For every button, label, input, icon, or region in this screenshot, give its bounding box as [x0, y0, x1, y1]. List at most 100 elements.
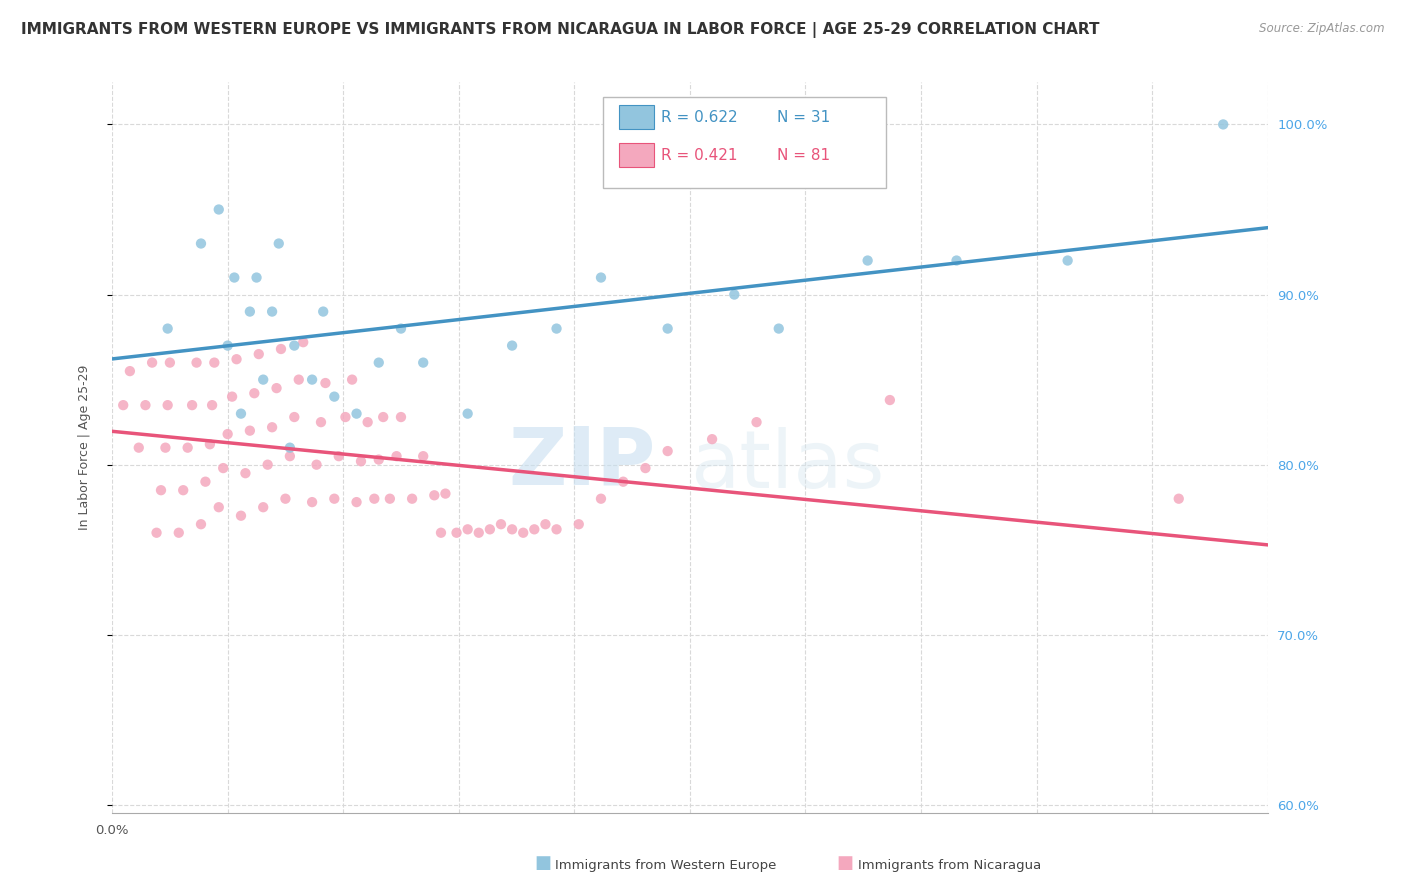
Point: [856, 253, 879, 268]
Point: [612, 475, 634, 489]
Point: [217, 338, 239, 352]
Point: [156, 398, 179, 412]
Point: [150, 483, 173, 498]
Point: [412, 449, 434, 463]
Point: [278, 449, 301, 463]
FancyBboxPatch shape: [620, 105, 654, 128]
Text: Immigrants from Nicaragua: Immigrants from Nicaragua: [858, 859, 1040, 872]
Point: [346, 495, 368, 509]
Point: [401, 491, 423, 506]
Point: [335, 410, 357, 425]
Point: [190, 517, 212, 532]
Point: [252, 500, 274, 515]
Point: [412, 356, 434, 370]
Point: [385, 449, 408, 463]
Point: [430, 525, 453, 540]
Point: [167, 525, 190, 540]
FancyBboxPatch shape: [620, 144, 654, 167]
Point: [501, 338, 523, 352]
Point: [945, 253, 967, 268]
Point: [546, 321, 568, 335]
Point: [512, 525, 534, 540]
Point: [186, 356, 208, 370]
Point: [181, 398, 204, 412]
Point: [501, 522, 523, 536]
Point: [446, 525, 468, 540]
Point: [235, 466, 257, 480]
Point: [523, 522, 546, 536]
Point: [229, 407, 252, 421]
Point: [323, 390, 346, 404]
Point: [350, 454, 373, 468]
Point: [190, 236, 212, 251]
Point: [568, 517, 591, 532]
Point: [589, 491, 612, 506]
Text: atlas: atlas: [690, 427, 884, 505]
Text: R = 0.622: R = 0.622: [661, 110, 738, 125]
Point: [172, 483, 194, 498]
Point: [283, 338, 305, 352]
Point: [634, 461, 657, 475]
Point: [267, 236, 290, 251]
Point: [478, 522, 501, 536]
Point: [212, 461, 235, 475]
Point: [534, 517, 557, 532]
Point: [356, 415, 378, 429]
Point: [546, 522, 568, 536]
Point: [176, 441, 198, 455]
Point: [239, 424, 262, 438]
Point: [378, 491, 401, 506]
Point: [194, 475, 217, 489]
Point: [340, 373, 363, 387]
Point: [768, 321, 790, 335]
Point: [202, 356, 225, 370]
Point: [156, 321, 179, 335]
Point: [489, 517, 512, 532]
Point: [657, 444, 679, 458]
Point: [657, 321, 679, 335]
Point: [305, 458, 328, 472]
Point: [457, 522, 479, 536]
Point: [118, 364, 141, 378]
Point: [1056, 253, 1078, 268]
Point: [346, 407, 368, 421]
Point: [457, 407, 479, 421]
Point: [141, 356, 163, 370]
Point: [301, 495, 323, 509]
Point: [309, 415, 332, 429]
Point: [589, 270, 612, 285]
Point: [283, 410, 305, 425]
Point: [373, 410, 395, 425]
Point: [134, 398, 156, 412]
Point: [328, 449, 350, 463]
Point: [208, 202, 231, 217]
Point: [262, 420, 284, 434]
Point: [270, 342, 292, 356]
Point: [301, 373, 323, 387]
FancyBboxPatch shape: [603, 96, 886, 188]
Point: [217, 427, 239, 442]
Point: [245, 270, 267, 285]
Y-axis label: In Labor Force | Age 25-29: In Labor Force | Age 25-29: [79, 365, 91, 531]
Text: Immigrants from Western Europe: Immigrants from Western Europe: [555, 859, 776, 872]
Point: [879, 392, 901, 407]
Text: ■: ■: [837, 855, 853, 872]
Text: IMMIGRANTS FROM WESTERN EUROPE VS IMMIGRANTS FROM NICARAGUA IN LABOR FORCE | AGE: IMMIGRANTS FROM WESTERN EUROPE VS IMMIGR…: [21, 22, 1099, 38]
Point: [468, 525, 491, 540]
Point: [252, 373, 274, 387]
Point: [287, 373, 309, 387]
Text: ZIP: ZIP: [508, 424, 655, 501]
Point: [198, 437, 221, 451]
Point: [278, 441, 301, 455]
Point: [201, 398, 224, 412]
Point: [292, 335, 315, 350]
Point: [312, 304, 335, 318]
Point: [208, 500, 231, 515]
Point: [745, 415, 768, 429]
Point: [256, 458, 278, 472]
Text: R = 0.421: R = 0.421: [661, 147, 738, 162]
Point: [159, 356, 181, 370]
Point: [155, 441, 177, 455]
Point: [225, 352, 247, 367]
Point: [389, 321, 412, 335]
